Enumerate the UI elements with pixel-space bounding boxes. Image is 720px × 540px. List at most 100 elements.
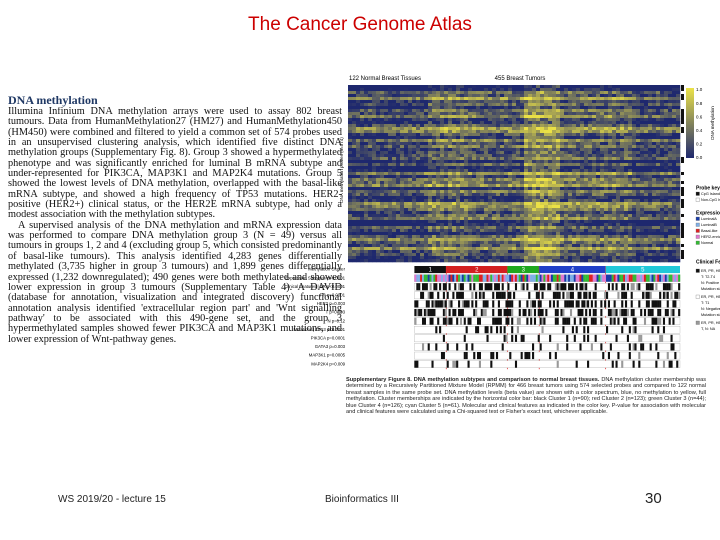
heatmap-cell bbox=[448, 109, 453, 113]
heatmap-cell bbox=[492, 202, 497, 206]
heatmap-cell bbox=[484, 226, 489, 230]
heatmap-cell bbox=[612, 130, 617, 134]
heatmap-cell bbox=[672, 133, 677, 137]
heatmap-cell bbox=[396, 229, 401, 233]
heatmap-cell bbox=[384, 223, 389, 227]
heatmap-cell bbox=[388, 88, 393, 92]
heatmap-cell bbox=[600, 256, 605, 260]
heatmap-cell bbox=[480, 229, 485, 233]
heatmap-cell bbox=[564, 163, 569, 167]
heatmap-cell bbox=[516, 115, 521, 119]
heatmap-cell bbox=[644, 106, 649, 110]
heatmap-cell bbox=[460, 229, 465, 233]
heatmap-cell bbox=[476, 136, 481, 140]
heatmap-cell bbox=[412, 187, 417, 191]
heatmap-cell bbox=[416, 223, 421, 227]
heatmap-cell bbox=[648, 133, 653, 137]
heatmap-cell bbox=[672, 214, 677, 218]
heatmap-cell bbox=[460, 208, 465, 212]
heatmap-cell bbox=[404, 217, 409, 221]
track-mark bbox=[418, 274, 421, 282]
heatmap-cell bbox=[636, 130, 641, 134]
heatmap-cell bbox=[428, 244, 433, 248]
heatmap-cell bbox=[516, 157, 521, 161]
heatmap-cell bbox=[624, 214, 629, 218]
heatmap-cell bbox=[388, 154, 393, 158]
heatmap-cell bbox=[392, 127, 397, 131]
heatmap-cell bbox=[568, 214, 573, 218]
heatmap-cell bbox=[468, 169, 473, 173]
heatmap-cell bbox=[420, 256, 425, 260]
heatmap-cell bbox=[420, 100, 425, 104]
heatmap-cell bbox=[440, 169, 445, 173]
heatmap-cell bbox=[640, 217, 645, 221]
heatmap-cell bbox=[396, 91, 401, 95]
heatmap-cell bbox=[352, 193, 357, 197]
heatmap-cell bbox=[468, 139, 473, 143]
heatmap-cell bbox=[560, 154, 565, 158]
heatmap-cell bbox=[416, 112, 421, 116]
heatmap-cell bbox=[424, 238, 429, 242]
heatmap-cell bbox=[620, 106, 625, 110]
heatmap-cell bbox=[600, 202, 605, 206]
heatmap-cell bbox=[572, 244, 577, 248]
heatmap-cell bbox=[504, 175, 509, 179]
heatmap-cell bbox=[372, 148, 377, 152]
heatmap-cell bbox=[644, 196, 649, 200]
heatmap-cell bbox=[668, 124, 673, 128]
heatmap-cell bbox=[420, 91, 425, 95]
heatmap-cell bbox=[420, 103, 425, 107]
heatmap-cell bbox=[492, 163, 497, 167]
probe-key-cell bbox=[681, 124, 684, 127]
heatmap-cell bbox=[536, 208, 541, 212]
heatmap-cell bbox=[400, 124, 405, 128]
heatmap-cell bbox=[612, 193, 617, 197]
heatmap-cell bbox=[604, 259, 609, 263]
heatmap-cell bbox=[356, 118, 361, 122]
heatmap-cell bbox=[428, 106, 433, 110]
heatmap-cell bbox=[464, 145, 469, 149]
heatmap-cell bbox=[384, 124, 389, 128]
heatmap-cell bbox=[592, 184, 597, 188]
heatmap-cell bbox=[460, 184, 465, 188]
heatmap-cell bbox=[552, 217, 557, 221]
heatmap-cell bbox=[384, 238, 389, 242]
heatmap-cell bbox=[400, 91, 405, 95]
heatmap-cell bbox=[664, 247, 669, 251]
heatmap-cell bbox=[436, 106, 441, 110]
heatmap-cell bbox=[536, 166, 541, 170]
heatmap-cell bbox=[396, 256, 401, 260]
heatmap-cell bbox=[632, 97, 637, 101]
heatmap-cell bbox=[408, 154, 413, 158]
heatmap-cell bbox=[620, 247, 625, 251]
heatmap-cell bbox=[424, 130, 429, 134]
heatmap-cell bbox=[612, 226, 617, 230]
heatmap-cell bbox=[416, 139, 421, 143]
heatmap-cell bbox=[664, 91, 669, 95]
heatmap-cell bbox=[616, 214, 621, 218]
heatmap-cell bbox=[532, 142, 537, 146]
heatmap-cell bbox=[464, 172, 469, 176]
heatmap-cell bbox=[500, 85, 505, 89]
heatmap-cell bbox=[528, 190, 533, 194]
heatmap-cell bbox=[508, 217, 513, 221]
heatmap-cell bbox=[380, 163, 385, 167]
heatmap-cell bbox=[516, 208, 521, 212]
heatmap-cell bbox=[504, 214, 509, 218]
heatmap-cell bbox=[548, 223, 553, 227]
heatmap-cell bbox=[460, 214, 465, 218]
heatmap-cell bbox=[460, 190, 465, 194]
heatmap-cell bbox=[436, 163, 441, 167]
heatmap-cell bbox=[520, 199, 525, 203]
heatmap-cell bbox=[496, 259, 501, 263]
heatmap-cell bbox=[520, 142, 525, 146]
heatmap-cell bbox=[544, 178, 549, 182]
heatmap-cell bbox=[492, 100, 497, 104]
heatmap-cell bbox=[392, 163, 397, 167]
heatmap-cell bbox=[652, 91, 657, 95]
heatmap-cell bbox=[492, 94, 497, 98]
heatmap-cell bbox=[444, 160, 449, 164]
heatmap-cell bbox=[640, 115, 645, 119]
heatmap-cell bbox=[356, 97, 361, 101]
heatmap-cell bbox=[400, 223, 405, 227]
